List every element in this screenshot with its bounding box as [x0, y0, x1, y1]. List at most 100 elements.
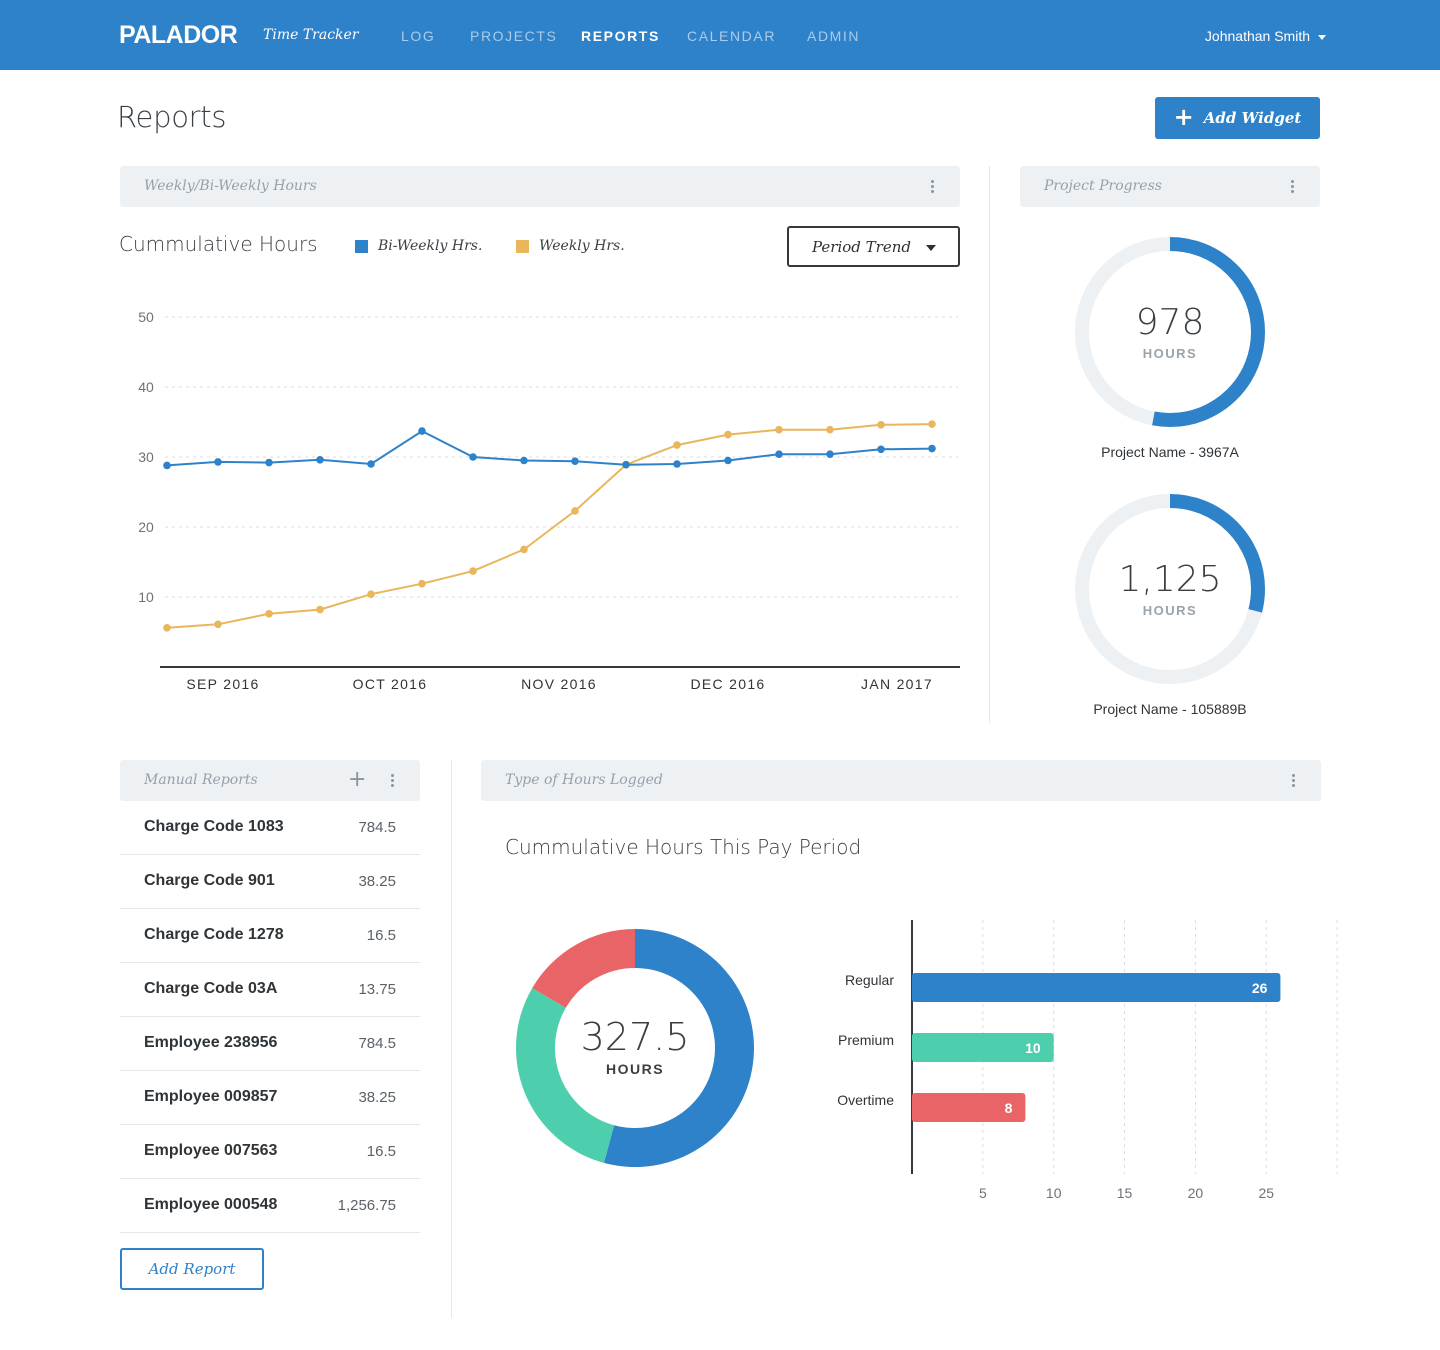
- more-options-icon[interactable]: [1292, 774, 1295, 789]
- nav-calendar[interactable]: CALENDAR: [687, 28, 777, 44]
- project-gauge-1: 978 HOURS: [1075, 237, 1265, 427]
- project-name-label: Project Name - 3967A: [1101, 444, 1239, 460]
- period-trend-dropdown[interactable]: Period Trend: [787, 226, 960, 267]
- data-point: [877, 445, 885, 454]
- report-name: Employee 000548: [144, 1196, 278, 1213]
- donut-value: 327.5: [581, 1015, 690, 1059]
- category-label: Regular: [845, 972, 894, 988]
- user-menu[interactable]: Johnathan Smith: [1205, 28, 1326, 44]
- data-point: [214, 458, 222, 466]
- x-tick-label: 25: [1258, 1185, 1274, 1201]
- x-tick-label: DEC 2016: [691, 676, 766, 692]
- data-point: [826, 425, 834, 434]
- data-point: [928, 420, 936, 428]
- project-progress-widget-header: Project Progress: [1020, 166, 1320, 207]
- square-icon: [355, 239, 368, 253]
- donut-slice-premium: [516, 988, 615, 1163]
- bar-value-label: 10: [1025, 1040, 1041, 1056]
- report-name: Charge Code 901: [144, 872, 275, 889]
- bar-regular: [912, 973, 1281, 1002]
- more-options-icon[interactable]: [391, 774, 394, 789]
- more-options-icon[interactable]: [1291, 180, 1294, 195]
- add-report-button[interactable]: Add Report: [120, 1248, 264, 1290]
- report-row[interactable]: Employee 000548 1,256.75: [120, 1179, 420, 1233]
- data-point: [622, 460, 630, 469]
- x-tick-label: 15: [1117, 1185, 1133, 1201]
- report-name: Employee 009857: [144, 1088, 278, 1105]
- report-value: 38.25: [358, 873, 396, 890]
- data-point: [775, 425, 783, 434]
- donut-unit: HOURS: [606, 1061, 664, 1077]
- nav-log[interactable]: LOG: [401, 28, 436, 44]
- report-row[interactable]: Charge Code 1278 16.5: [120, 909, 420, 963]
- more-options-icon[interactable]: [931, 180, 934, 195]
- data-point: [265, 610, 273, 618]
- report-value: 16.5: [366, 1143, 396, 1160]
- nav-reports[interactable]: REPORTS: [581, 28, 660, 44]
- pay-period-chart-title: Cummulative Hours This Pay Period: [505, 835, 862, 859]
- report-value: 38.25: [358, 1089, 396, 1106]
- x-tick-label: NOV 2016: [521, 676, 597, 692]
- y-tick-label: 20: [138, 519, 154, 535]
- report-value: 784.5: [358, 819, 396, 836]
- x-tick-label: 5: [979, 1185, 987, 1201]
- data-point: [214, 620, 222, 629]
- project-name-label: Project Name - 105889B: [1093, 701, 1247, 717]
- cumulative-hours-line-chart: 10 20 30 40 50 SEP 2016 OCT 2016 NOV 2016 DEC 20…: [138, 309, 960, 692]
- report-row[interactable]: Charge Code 03A 13.75: [120, 963, 420, 1017]
- nav-projects[interactable]: PROJECTS: [470, 28, 558, 44]
- project-gauge-2: 1,125 HOURS: [1075, 494, 1265, 684]
- report-name: Charge Code 03A: [144, 980, 278, 997]
- data-point: [571, 457, 579, 466]
- report-value: 13.75: [358, 981, 396, 998]
- legend-biweekly[interactable]: Bi-Weekly Hrs.: [355, 238, 482, 254]
- hours-type-bar-chart: 5 10 15 20 25 Regular 26 Premium 10 Overtime 8: [837, 920, 1338, 1201]
- report-name: Charge Code 1278: [144, 926, 284, 943]
- gauge-value: 1,125: [1118, 559, 1221, 600]
- report-row[interactable]: Employee 238956 784.5: [120, 1017, 420, 1071]
- report-row[interactable]: Charge Code 901 38.25: [120, 855, 420, 909]
- nav-admin[interactable]: ADMIN: [807, 28, 861, 44]
- x-tick-label: OCT 2016: [353, 676, 428, 692]
- chevron-down-icon: [926, 245, 936, 251]
- x-tick-label: JAN 2017: [861, 676, 933, 692]
- user-name: Johnathan Smith: [1204, 28, 1310, 44]
- add-widget-label: Add Widget: [1203, 109, 1302, 127]
- data-point: [418, 427, 426, 435]
- report-name: Charge Code 1083: [144, 818, 284, 835]
- data-point: [724, 430, 732, 439]
- data-point: [520, 456, 528, 465]
- column-divider: [989, 166, 990, 723]
- chevron-down-icon: [1318, 34, 1326, 40]
- data-point: [469, 453, 477, 461]
- category-label: Premium: [838, 1032, 894, 1048]
- bar-overtime: [912, 1093, 1026, 1122]
- gauge-unit: HOURS: [1143, 346, 1197, 361]
- data-point: [877, 421, 885, 429]
- plus-icon: +: [1173, 102, 1194, 131]
- series-line: [166, 429, 933, 467]
- square-icon: [516, 239, 529, 253]
- gauge-unit: HOURS: [1143, 603, 1197, 618]
- data-point: [673, 460, 681, 468]
- report-name: Employee 007563: [144, 1142, 278, 1159]
- cumulative-hours-title: Cummulative Hours: [119, 232, 318, 256]
- report-row[interactable]: Employee 007563 16.5: [120, 1125, 420, 1179]
- report-value: 16.5: [366, 927, 396, 944]
- app-subtitle: Time Tracker: [263, 27, 359, 43]
- widget-title: Project Progress: [1044, 178, 1162, 194]
- bar-premium: [912, 1033, 1054, 1062]
- add-report-plus-icon[interactable]: +: [348, 767, 367, 792]
- gauge-progress-arc: [1075, 494, 1265, 684]
- data-point: [163, 624, 171, 632]
- gauge-progress-arc: [1075, 237, 1265, 427]
- brand-logo[interactable]: PALADOR: [119, 21, 238, 49]
- page-title: Reports: [117, 100, 227, 134]
- column-divider: [451, 760, 452, 1318]
- report-row[interactable]: Employee 009857 38.25: [120, 1071, 420, 1125]
- legend-weekly[interactable]: Weekly Hrs.: [516, 238, 625, 254]
- add-widget-button[interactable]: + Add Widget: [1155, 97, 1320, 139]
- report-row[interactable]: Charge Code 1083 784.5: [120, 801, 420, 855]
- x-tick-label: 20: [1188, 1185, 1204, 1201]
- bar-value-label: 8: [1005, 1100, 1013, 1116]
